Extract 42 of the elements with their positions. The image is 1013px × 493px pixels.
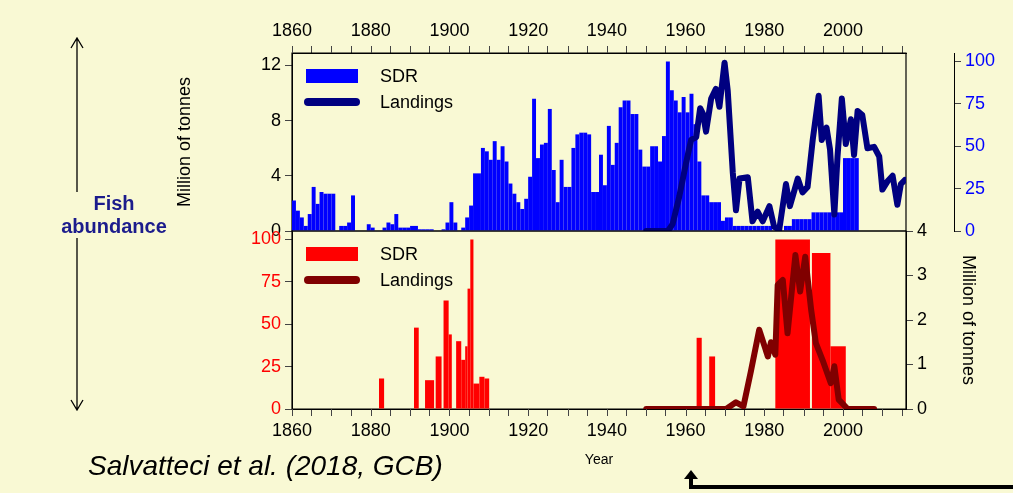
text: Fish abundance [58, 192, 170, 238]
x-axis-title: Year [584, 451, 614, 468]
y-tick-label: 25 [260, 355, 281, 376]
x-tick-label: 1880 [350, 419, 391, 440]
y-tick-label: 75 [260, 270, 281, 291]
y2-tick-label: 25 [965, 177, 986, 198]
y2-tick-label: 1 [917, 353, 928, 374]
x-tick-label: 1980 [744, 419, 785, 440]
legend-label: Landings [380, 91, 454, 114]
y2-tick-label: 100 [965, 50, 996, 71]
y2-tick-label: 2 [917, 308, 928, 329]
y-tick-label: 50 [260, 313, 281, 334]
x-tick-label: 2000 [823, 419, 864, 440]
y2-tick-label: 3 [917, 264, 928, 285]
y-tick-label: 8 [270, 109, 281, 130]
x-tick-label: 1920 [508, 419, 549, 440]
x-tick-label: 1940 [586, 419, 627, 440]
y-tick-label: 12 [260, 54, 281, 75]
legend-label: SDR [380, 243, 419, 266]
x-tick-label: 2000 [823, 20, 864, 41]
x-tick-label: 1880 [350, 20, 391, 41]
legend-label: SDR [380, 65, 419, 88]
x-tick-label: 1860 [271, 20, 313, 41]
x-tick-label: 1940 [586, 20, 627, 41]
y-tick-label: 0 [270, 397, 281, 418]
y2-tick-label: 4 [917, 219, 928, 240]
y2-tick-label: 50 [965, 135, 986, 156]
x-tick-label: 1860 [271, 419, 313, 440]
y-tick-label: 4 [270, 164, 281, 185]
y-axis-title: Million of tonnes [173, 76, 194, 208]
x-tick-label: 1960 [665, 20, 706, 41]
x-tick-label: 1920 [508, 20, 549, 41]
y2-axis-title: Million of tonnes [959, 254, 980, 386]
text: Salvatteci et al. (2018, GCB) [88, 450, 443, 482]
x-tick-label: 1980 [744, 20, 785, 41]
y2-tick-label: 75 [965, 92, 986, 113]
x-tick-label: 1960 [665, 419, 706, 440]
legend-label: Landings [380, 269, 454, 292]
x-tick-label: 1900 [429, 20, 470, 41]
y2-tick-label: 0 [917, 397, 928, 418]
x-tick-label: 1900 [429, 419, 470, 440]
y2-tick-label: 0 [965, 219, 976, 240]
